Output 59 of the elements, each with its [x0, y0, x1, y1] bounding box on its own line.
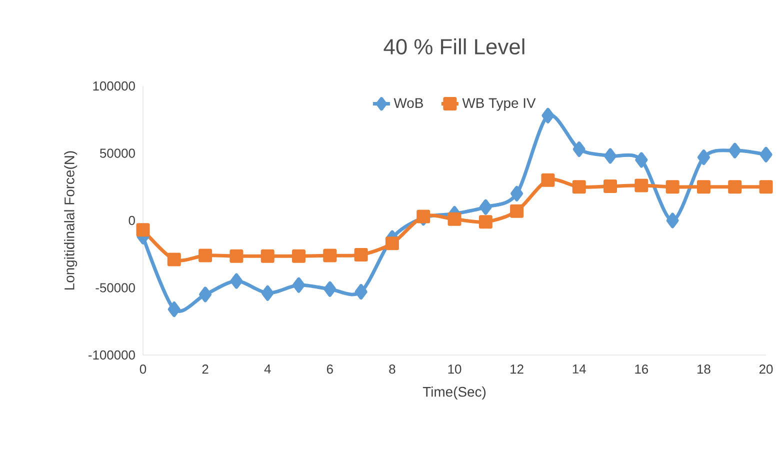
- point: [230, 273, 243, 289]
- point: [292, 277, 305, 293]
- legend-label: WB Type IV: [462, 98, 536, 111]
- point: [696, 180, 710, 194]
- legend-label: WoB: [394, 98, 423, 108]
- point: [199, 286, 212, 302]
- x-tick-label: 10: [448, 364, 462, 374]
- point: [136, 223, 150, 237]
- point: [230, 249, 244, 263]
- point: [604, 148, 617, 164]
- y-tick-label: 100000: [93, 81, 135, 91]
- y-tick-label: 0: [128, 216, 135, 226]
- point: [728, 180, 742, 194]
- point: [510, 204, 524, 218]
- x-tick-label: 0: [140, 364, 146, 374]
- point: [260, 249, 274, 263]
- point: [354, 248, 368, 262]
- chart-title: 40 % Fill Level: [384, 38, 524, 55]
- x-tick-label: 14: [572, 364, 586, 374]
- point: [728, 142, 742, 158]
- point: [510, 186, 524, 202]
- point: [448, 212, 462, 226]
- y-axis-title: Longitidinalal Force(N): [64, 151, 78, 290]
- point: [634, 178, 648, 192]
- point: [416, 210, 430, 224]
- point: [760, 146, 772, 162]
- point: [697, 150, 710, 166]
- y-tick-label: 50000: [100, 148, 135, 158]
- point: [572, 141, 586, 157]
- x-tick-label: 4: [264, 364, 271, 374]
- point: [635, 152, 648, 168]
- y-tick-label: -50000: [96, 283, 135, 292]
- point: [478, 215, 492, 229]
- x-tick-label: 6: [326, 364, 333, 374]
- x-tick-label: 12: [510, 364, 524, 374]
- point: [759, 180, 773, 194]
- point: [385, 236, 399, 250]
- point: [198, 248, 212, 262]
- point: [542, 108, 554, 124]
- x-tick-label: 2: [202, 364, 208, 374]
- point: [324, 281, 336, 297]
- point: [168, 302, 180, 318]
- x-tick-label: 16: [635, 364, 648, 374]
- point: [572, 180, 586, 194]
- point: [292, 249, 306, 263]
- point: [604, 179, 618, 193]
- point: [354, 284, 368, 300]
- point: [666, 180, 680, 194]
- point: [666, 212, 679, 228]
- point: [323, 248, 337, 262]
- y-tick-label: -100000: [88, 350, 135, 360]
- point: [167, 252, 181, 266]
- point: [479, 199, 492, 215]
- point: [261, 285, 274, 301]
- x-tick-label: 18: [697, 364, 710, 374]
- x-tick-label: 20: [759, 364, 773, 374]
- point: [541, 173, 555, 187]
- x-tick-label: 8: [389, 364, 396, 374]
- x-axis-title: Time(Sec): [422, 386, 486, 400]
